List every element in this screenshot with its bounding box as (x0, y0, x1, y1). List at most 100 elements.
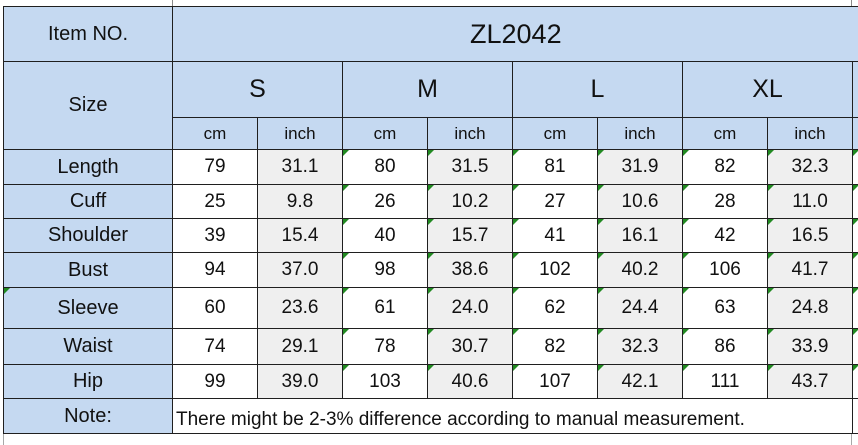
value-cell: 39.0 (257, 364, 343, 399)
size-col-header-l: L (512, 61, 683, 118)
measurement-label: Cuff (3, 184, 173, 219)
value-cell: 43.7 (767, 364, 853, 399)
clipped-column-unit (851, 117, 858, 150)
clipped-value-cell (851, 287, 858, 329)
size-col-header-m: M (342, 61, 513, 118)
clipped-value-cell (851, 218, 858, 253)
value-cell: 32.3 (597, 328, 683, 365)
item-no-value: ZL2042 (171, 6, 858, 62)
measurement-row-length: Length 79 31.1 80 31.5 81 31.9 82 32.3 (3, 149, 858, 185)
measurement-label: Bust (3, 252, 173, 288)
value-cell: 24.0 (427, 287, 513, 329)
value-cell: 23.6 (257, 287, 343, 329)
value-cell: 31.1 (257, 149, 343, 185)
value-cell: 61 (342, 287, 428, 329)
gridline-stub-bottom-right (851, 433, 852, 445)
value-cell: 32.3 (767, 149, 853, 185)
value-cell: 29.1 (257, 328, 343, 365)
measurement-row-waist: Waist 74 29.1 78 30.7 82 32.3 86 33.9 (3, 328, 858, 365)
clipped-value-cell (851, 328, 858, 365)
measurement-row-bust: Bust 94 37.0 98 38.6 102 40.2 106 41.7 (3, 252, 858, 288)
unit-header-m-inch: inch (427, 117, 513, 150)
measurement-row-shoulder: Shoulder 39 15.4 40 15.7 41 16.1 42 16.5 (3, 218, 858, 253)
unit-header-l-inch: inch (597, 117, 683, 150)
unit-header-s-inch: inch (257, 117, 343, 150)
value-cell: 78 (342, 328, 428, 365)
value-cell: 106 (682, 252, 768, 288)
value-cell: 11.0 (767, 184, 853, 219)
unit-header-s-cm: cm (172, 117, 258, 150)
value-cell: 98 (342, 252, 428, 288)
item-no-row: Item NO. ZL2042 (3, 6, 858, 62)
clipped-column-header (851, 61, 858, 118)
value-cell: 31.5 (427, 149, 513, 185)
value-cell: 38.6 (427, 252, 513, 288)
clipped-value-cell (851, 252, 858, 288)
note-text: There might be 2-3% difference according… (172, 398, 853, 434)
value-cell: 94 (172, 252, 258, 288)
unit-header-xl-inch: inch (767, 117, 853, 150)
unit-header-m-cm: cm (342, 117, 428, 150)
value-cell: 62 (512, 287, 598, 329)
value-cell: 37.0 (257, 252, 343, 288)
value-cell: 86 (682, 328, 768, 365)
measurement-label: Length (3, 149, 173, 185)
clipped-note-cell (851, 398, 858, 434)
measurement-row-sleeve: Sleeve 60 23.6 61 24.0 62 24.4 63 24.8 (3, 287, 858, 329)
value-cell: 40 (342, 218, 428, 253)
value-cell: 24.8 (767, 287, 853, 329)
gridline-stub-top-right (851, 0, 852, 6)
unit-header-row: cm inch cm inch cm inch cm inch (4, 117, 858, 150)
value-cell: 103 (342, 364, 428, 399)
unit-header-xl-cm: cm (682, 117, 768, 150)
note-row: Note: There might be 2-3% difference acc… (3, 398, 858, 434)
value-cell: 40.2 (597, 252, 683, 288)
value-cell: 28 (682, 184, 768, 219)
value-cell: 102 (512, 252, 598, 288)
value-cell: 41 (512, 218, 598, 253)
value-cell: 30.7 (427, 328, 513, 365)
value-cell: 82 (512, 328, 598, 365)
value-cell: 16.5 (767, 218, 853, 253)
measurement-label: Waist (3, 328, 173, 365)
value-cell: 27 (512, 184, 598, 219)
unit-header-l-cm: cm (512, 117, 598, 150)
value-cell: 15.7 (427, 218, 513, 253)
clipped-value-cell (851, 149, 858, 185)
value-cell: 33.9 (767, 328, 853, 365)
value-cell: 25 (172, 184, 258, 219)
measurement-row-hip: Hip 99 39.0 103 40.6 107 42.1 111 43.7 (3, 364, 858, 399)
value-cell: 74 (172, 328, 258, 365)
value-cell: 10.6 (597, 184, 683, 219)
value-cell: 81 (512, 149, 598, 185)
measurement-row-cuff: Cuff 25 9.8 26 10.2 27 10.6 28 11.0 (3, 184, 858, 219)
value-cell: 15.4 (257, 218, 343, 253)
value-cell: 31.9 (597, 149, 683, 185)
value-cell: 16.1 (597, 218, 683, 253)
clipped-value-cell (851, 364, 858, 399)
size-col-header-s: S (172, 61, 343, 118)
size-col-header-xl: XL (682, 61, 853, 118)
value-cell: 80 (342, 149, 428, 185)
value-cell: 39 (172, 218, 258, 253)
value-cell: 41.7 (767, 252, 853, 288)
value-cell: 60 (172, 287, 258, 329)
value-cell: 99 (172, 364, 258, 399)
clipped-value-cell (851, 184, 858, 219)
value-cell: 111 (682, 364, 768, 399)
item-no-label: Item NO. (3, 6, 173, 62)
value-cell: 40.6 (427, 364, 513, 399)
value-cell: 63 (682, 287, 768, 329)
size-header-row: Size S M L XL (3, 61, 858, 150)
value-cell: 10.2 (427, 184, 513, 219)
measurement-label: Hip (3, 364, 173, 399)
value-cell: 9.8 (257, 184, 343, 219)
gridline-stub-bottom-left (3, 433, 4, 445)
value-cell: 24.4 (597, 287, 683, 329)
measurement-label: Shoulder (3, 218, 173, 253)
size-chart-table: Item NO. ZL2042 Size S M L XL cm inch cm… (3, 6, 858, 434)
note-label: Note: (3, 398, 173, 434)
value-cell: 107 (512, 364, 598, 399)
value-cell: 42 (682, 218, 768, 253)
